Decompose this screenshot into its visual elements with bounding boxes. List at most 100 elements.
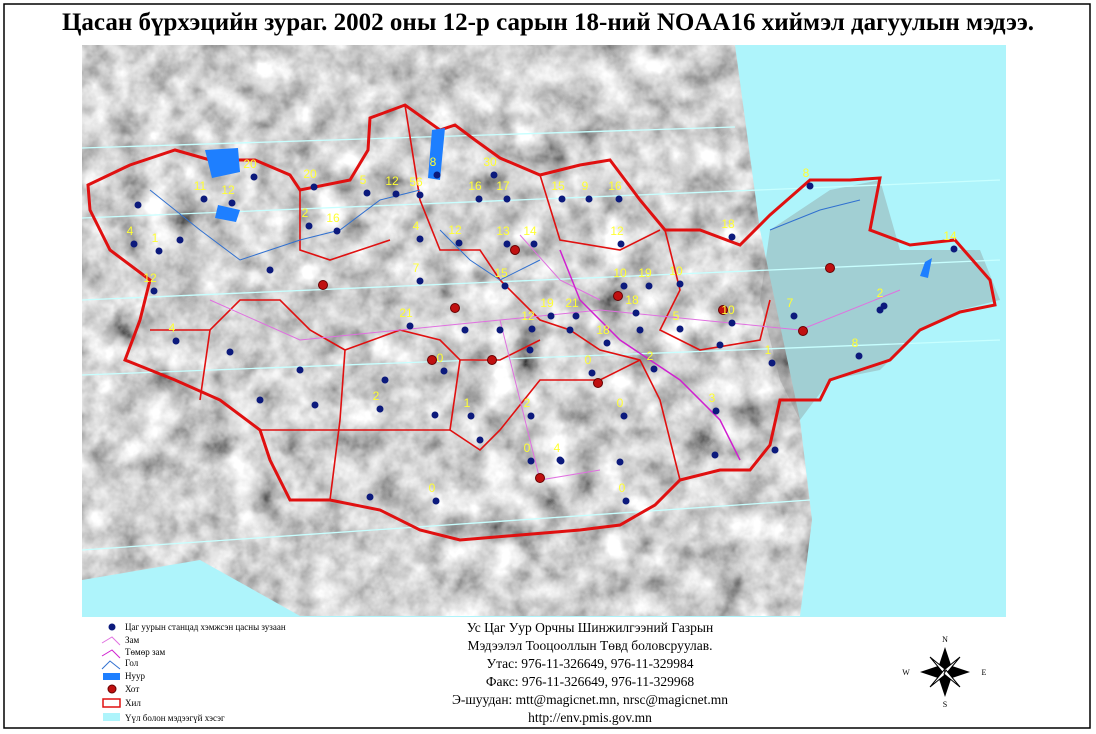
station — [616, 458, 624, 466]
snow-depth-label: 4 — [169, 321, 176, 335]
city — [798, 326, 808, 336]
station — [645, 282, 653, 290]
snow-depth-label: 0 — [619, 481, 626, 495]
station — [615, 195, 623, 203]
snow-depth-label: 12 — [221, 183, 235, 197]
station — [311, 401, 319, 409]
station — [333, 227, 341, 235]
legend-item: Нуур — [125, 671, 145, 681]
station — [566, 326, 574, 334]
station — [130, 240, 138, 248]
snow-depth-label: 13 — [496, 224, 510, 238]
station — [467, 412, 475, 420]
compass: N S E W — [902, 635, 986, 709]
compass-n: N — [942, 635, 948, 644]
snow-depth-label: 30 — [483, 155, 497, 169]
station — [620, 282, 628, 290]
snow-depth-label: 7 — [787, 296, 794, 310]
snow-depth-label: 16 — [326, 211, 340, 225]
station — [790, 312, 798, 320]
compass-w: W — [902, 668, 910, 677]
snow-depth-label: 12 — [385, 174, 399, 188]
station — [416, 235, 424, 243]
snow-depth-label: 20 — [243, 157, 257, 171]
station — [547, 312, 555, 320]
snow-depth-label: 16 — [468, 179, 482, 193]
station — [622, 497, 630, 505]
snow-depth-label: 2 — [524, 396, 531, 410]
station — [376, 405, 384, 413]
snow-depth-label: 4 — [413, 219, 420, 233]
snow-depth-label: 12 — [521, 309, 535, 323]
snow-depth-label: 18 — [625, 293, 639, 307]
station — [228, 199, 236, 207]
snow-depth-label: 17 — [496, 179, 510, 193]
east-image — [760, 180, 1000, 420]
station — [503, 240, 511, 248]
snow-depth-label: 0 — [617, 396, 624, 410]
station — [455, 239, 463, 247]
legend-item: Гол — [125, 658, 139, 668]
station — [768, 359, 776, 367]
snow-depth-label: 1 — [765, 343, 772, 357]
legend-item: Хот — [125, 684, 139, 694]
station — [527, 412, 535, 420]
station — [503, 195, 511, 203]
snow-depth-label: 8 — [430, 155, 437, 169]
station — [501, 282, 509, 290]
station — [876, 306, 884, 314]
station — [617, 240, 625, 248]
station — [712, 407, 720, 415]
snow-depth-label: 0 — [437, 351, 444, 365]
snow-depth-label: 11 — [194, 179, 207, 193]
legend-item: Төмөр зам — [125, 647, 165, 657]
station — [528, 325, 536, 333]
satellite-image — [82, 45, 812, 616]
station — [250, 173, 258, 181]
station — [676, 280, 684, 288]
snow-depth-label: 15 — [551, 179, 565, 193]
snow-depth-label: 21 — [565, 296, 579, 310]
station — [366, 493, 374, 501]
snow-depth-label: 2 — [302, 206, 309, 220]
station — [475, 195, 483, 203]
station — [176, 236, 184, 244]
snow-depth-label: 56 — [409, 175, 423, 189]
credit-line: Э-шуудан: mtt@magicnet.mn, nrsc@magicnet… — [452, 692, 728, 707]
station — [530, 240, 538, 248]
credit-line: http://env.pmis.gov.mn — [528, 710, 652, 725]
snow-depth-label: 8 — [852, 336, 859, 350]
station — [416, 277, 424, 285]
station — [461, 326, 469, 334]
snow-depth-label: 5 — [673, 309, 680, 323]
legend: Цаг уурын станцад хэмжсэн цасны зузаан З… — [101, 622, 286, 723]
snow-depth-label: 0 — [524, 441, 531, 455]
station — [588, 369, 596, 377]
station — [711, 451, 719, 459]
station — [305, 222, 313, 230]
station — [636, 326, 644, 334]
city — [613, 291, 623, 301]
snow-depth-label: 2 — [373, 389, 380, 403]
station — [406, 322, 414, 330]
snow-depth-label: 14 — [523, 224, 537, 238]
snow-depth-label: 4 — [554, 441, 561, 455]
snow-depth-label: 15 — [494, 266, 508, 280]
city — [825, 263, 835, 273]
title: Цасан бүрхэцийн зураг. 2002 оны 12-р сар… — [62, 9, 1034, 36]
snow-depth-label: 21 — [399, 306, 413, 320]
snow-depth-label: 1 — [152, 231, 159, 245]
legend-item: Хил — [125, 698, 141, 708]
station — [950, 245, 958, 253]
city — [718, 305, 728, 315]
station — [728, 233, 736, 241]
snow-depth-label: 1 — [464, 396, 471, 410]
station — [226, 348, 234, 356]
station — [676, 325, 684, 333]
station — [806, 182, 814, 190]
station — [556, 456, 564, 464]
snow-depth-label: 8 — [803, 166, 810, 180]
station — [632, 309, 640, 317]
snow-depth-label: 7 — [413, 261, 420, 275]
